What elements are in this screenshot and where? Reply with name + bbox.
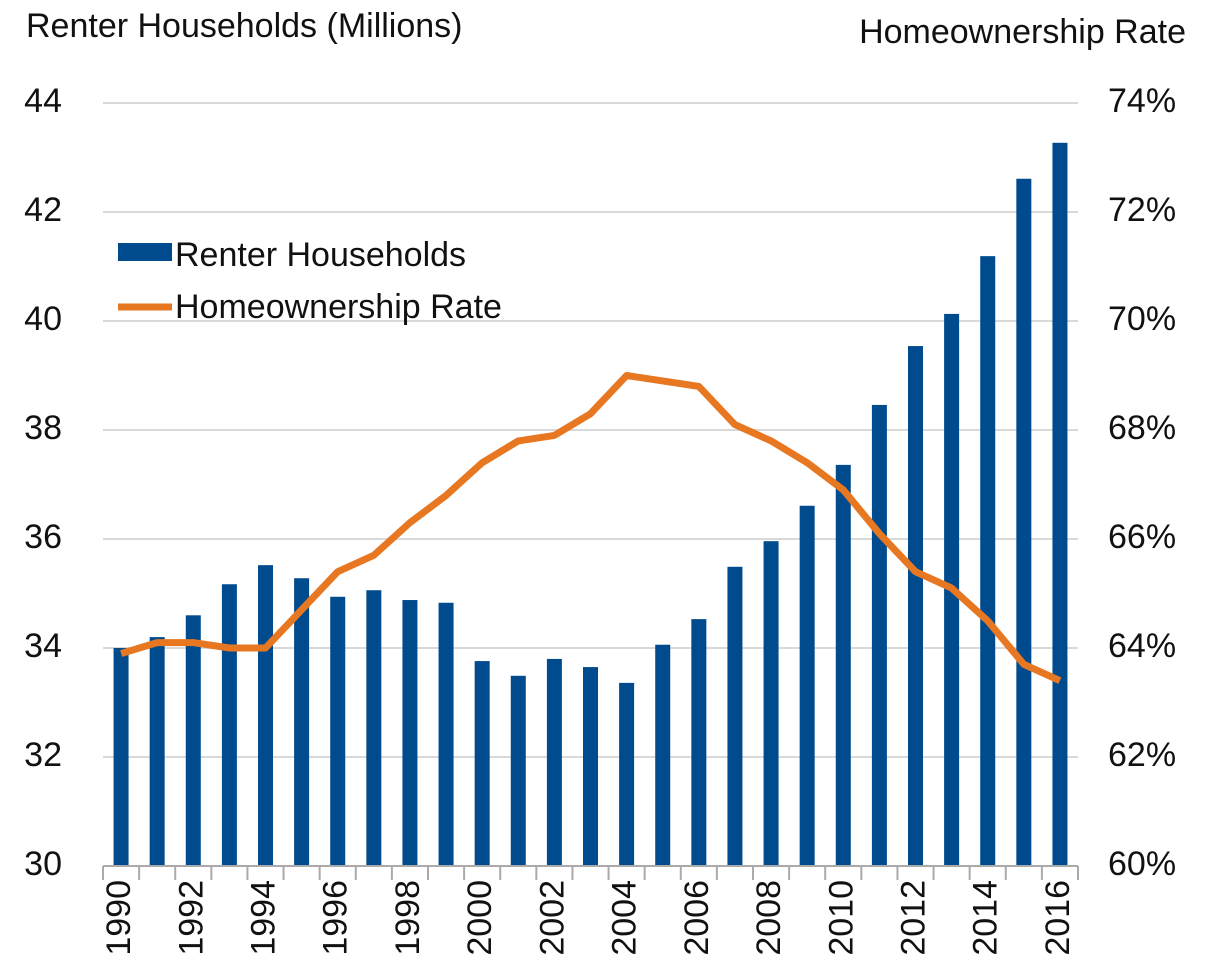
x-tick-label: 1998 — [389, 880, 427, 956]
bar — [149, 637, 165, 866]
bar — [583, 667, 598, 866]
bar — [799, 505, 815, 866]
bar — [691, 619, 707, 866]
x-tick-label: 2006 — [678, 880, 716, 956]
legend: Renter Households Homeownership Rate — [118, 236, 502, 326]
bar — [510, 675, 526, 866]
x-tick-label: 2010 — [822, 880, 860, 956]
y-tick-label: 44 — [24, 82, 62, 120]
legend-label: Homeownership Rate — [175, 288, 502, 326]
y2-tick-label: 70% — [1108, 300, 1176, 338]
y-tick-label: 38 — [24, 409, 62, 447]
bar — [871, 404, 887, 866]
x-tick-label: 2014 — [967, 880, 1005, 956]
y2-tick-label: 74% — [1108, 82, 1176, 120]
bar — [366, 590, 382, 866]
bar — [221, 584, 237, 866]
y2-tick-label: 60% — [1108, 845, 1176, 883]
y2-axis-title: Homeownership Rate — [859, 13, 1186, 51]
y-tick-label: 36 — [24, 518, 62, 556]
y-tick-label: 40 — [24, 300, 62, 338]
bar — [835, 464, 851, 866]
y-tick-label: 42 — [24, 191, 62, 229]
bar — [330, 596, 346, 866]
x-tick-label: 2016 — [1039, 880, 1077, 956]
y2-tick-label: 68% — [1108, 409, 1176, 447]
y2-tick-label: 64% — [1108, 627, 1176, 665]
bar — [908, 346, 923, 866]
bar — [655, 644, 671, 866]
x-tick-label: 2000 — [461, 880, 499, 956]
y2-tick-label: 62% — [1108, 736, 1176, 774]
legend-swatch — [118, 243, 172, 261]
y-tick-label: 32 — [24, 736, 62, 774]
y2-tick-label: 72% — [1108, 191, 1176, 229]
y-tick-label: 34 — [24, 627, 62, 665]
line — [120, 372, 1062, 684]
x-tick-label: 2012 — [894, 880, 932, 956]
bar — [402, 600, 418, 866]
bar — [113, 648, 129, 866]
bar — [763, 541, 779, 866]
legend-label: Renter Households — [175, 236, 466, 274]
bar — [980, 256, 996, 866]
bar — [185, 615, 201, 866]
y-axis-title: Renter Households (Millions) — [26, 7, 463, 45]
bar — [438, 602, 454, 866]
y2-tick-label: 66% — [1108, 518, 1176, 556]
bar — [546, 658, 562, 866]
bar — [727, 566, 743, 866]
x-tick-label: 2002 — [533, 880, 571, 956]
x-tick-label: 1990 — [100, 880, 138, 956]
x-tick-label: 2004 — [606, 880, 644, 956]
bar — [294, 578, 310, 866]
bar — [258, 565, 273, 866]
x-tick-label: 1996 — [317, 880, 355, 956]
bar — [619, 682, 635, 866]
x-tick-label: 1994 — [244, 880, 282, 956]
y-tick-label: 30 — [24, 845, 62, 883]
bar — [1052, 142, 1068, 866]
bar — [474, 661, 490, 866]
bar — [1016, 178, 1032, 866]
x-tick-label: 2008 — [750, 880, 788, 956]
x-tick-label: 1992 — [172, 880, 210, 956]
